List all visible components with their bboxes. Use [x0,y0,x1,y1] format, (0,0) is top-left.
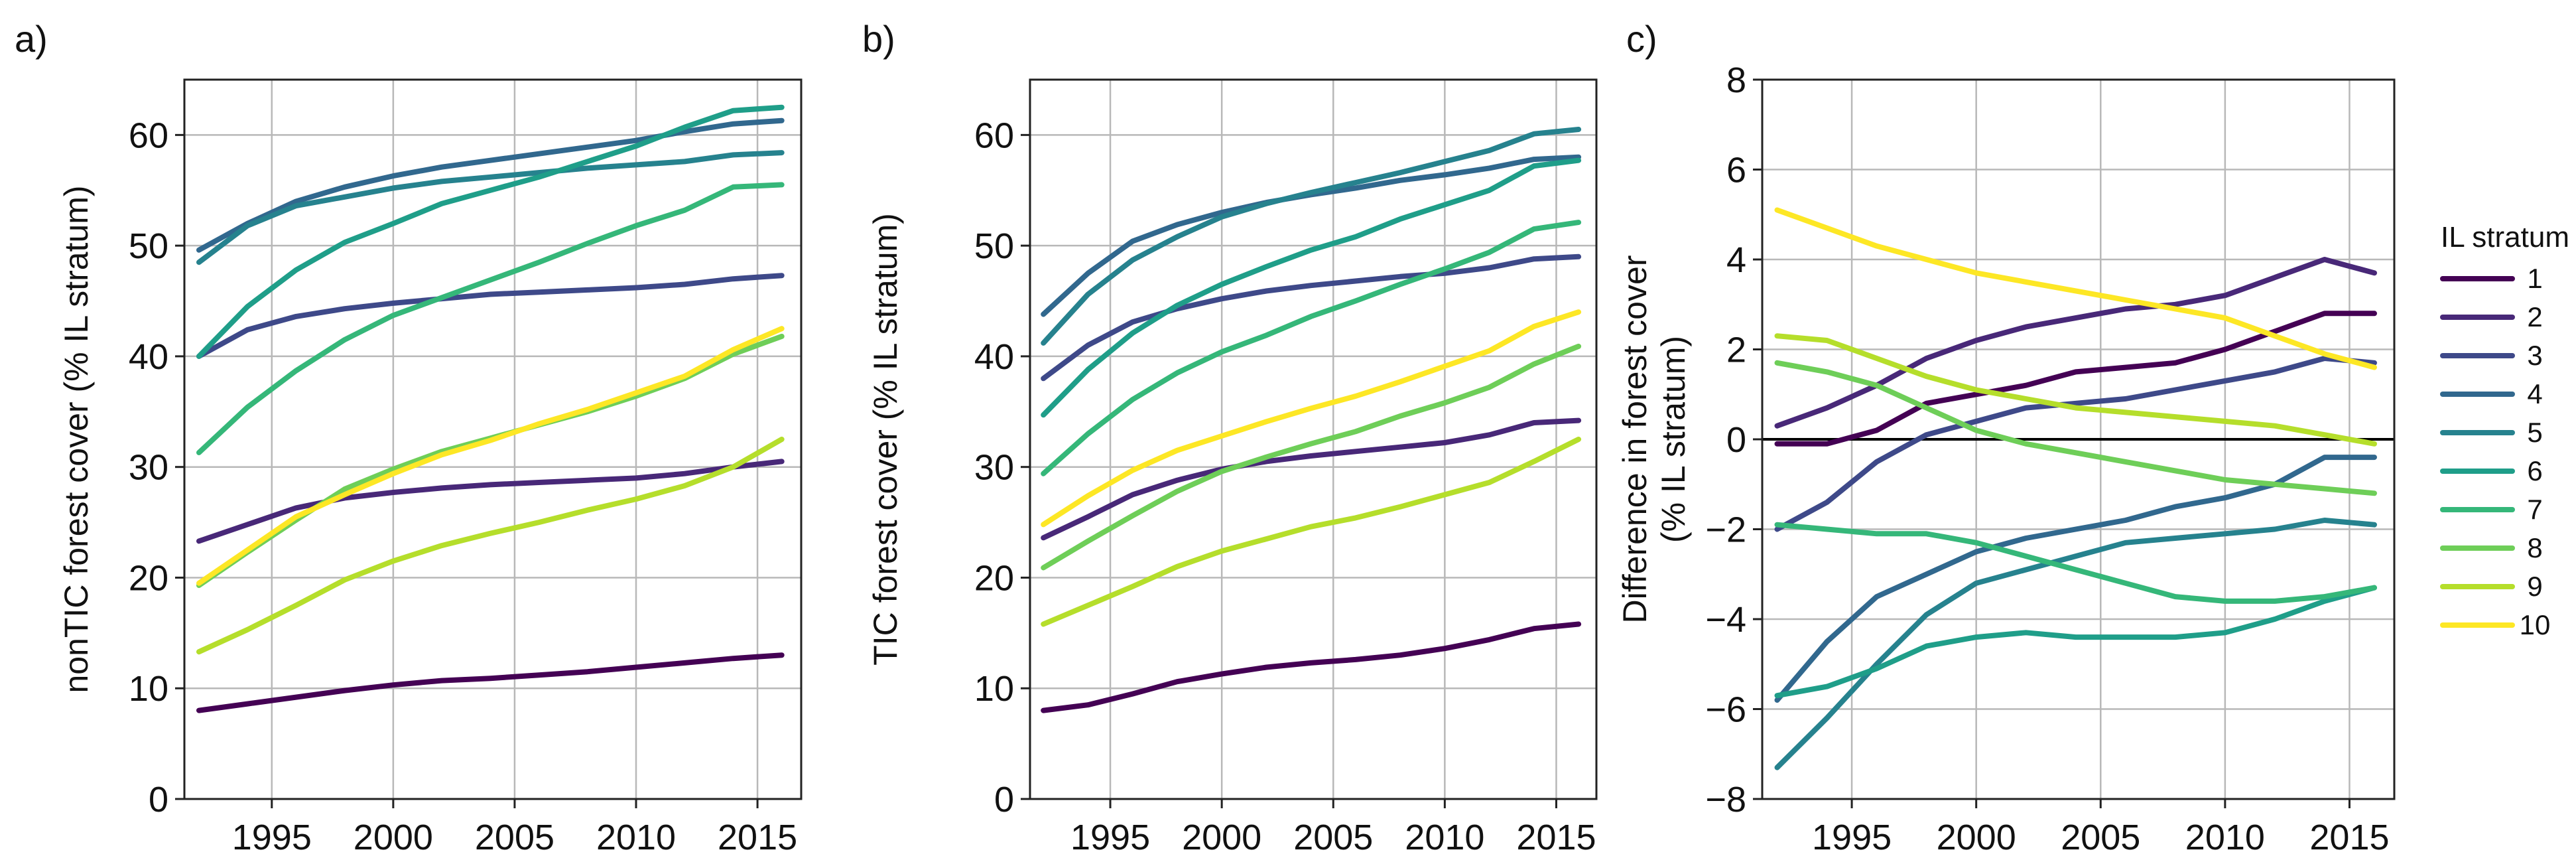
y-tick-label: 0 [149,780,168,820]
y-tick-label: −2 [1705,510,1746,550]
x-tick-label: 2000 [354,818,433,857]
y-tick-label: 0 [994,780,1014,820]
chart-panel-1: 1995 2000 2005 2010 2015 0 10 20 30 40 50 60 a) nonTI… [15,18,803,857]
series-line-2 [196,459,785,544]
y-tick-label: 4 [1726,240,1746,280]
legend-label-3: 3 [2527,340,2542,371]
y-axis-label: Difference in forest cover(% IL stratum) [1616,255,1692,624]
y-tick-label: 10 [129,669,168,709]
y-tick-label: 60 [129,115,168,155]
series-line-6 [1041,157,1582,418]
series-line-5 [1041,127,1582,346]
series-line-9 [196,437,785,655]
x-tick-label: 2015 [1516,818,1596,857]
x-tick-label: 2010 [596,818,676,857]
x-tick-label: 2015 [718,818,797,857]
y-tick-label: 30 [129,448,168,488]
x-tick-label: 2005 [2061,818,2140,857]
series-line-2 [1041,417,1582,541]
panel-label: c) [1626,18,1657,60]
series-line-1 [196,652,785,713]
y-tick-label: 6 [1726,151,1746,190]
y-tick-label: 20 [129,558,168,598]
series-line-4 [1774,455,2377,703]
legend-label-7: 7 [2527,494,2542,525]
legend-label-10: 10 [2520,609,2551,640]
series-line-6 [196,104,785,359]
series-line-6 [1774,585,2377,699]
x-tick-label: 2010 [1405,818,1484,857]
chart-panel-2: 1995 2000 2005 2010 2015 0 10 20 30 40 50 60 b) TIC f… [862,18,1598,857]
y-tick-label: 40 [129,337,168,377]
y-tick-label: 50 [129,226,168,266]
x-tick-label: 2005 [1293,818,1373,857]
y-tick-label: 0 [1726,420,1746,460]
series-line-8 [1774,360,2377,496]
series-line-10 [196,326,785,586]
series-line-9 [1041,437,1582,627]
series-line-5 [196,150,785,265]
y-tick-label: 2 [1726,330,1746,370]
x-tick-label: 2000 [1182,818,1261,857]
y-tick-label: −6 [1705,690,1746,730]
x-tick-label: 1995 [232,818,312,857]
y-tick-label: 8 [1726,60,1746,100]
y-tick-label: −8 [1705,780,1746,820]
series-line-9 [1774,333,2377,447]
series-line-4 [1041,154,1582,317]
legend-label-8: 8 [2527,532,2542,563]
axes-frame [1029,78,1598,800]
x-tick-label: 1995 [1070,818,1150,857]
legend-label-2: 2 [2527,301,2542,332]
axes-frame [183,78,803,800]
legend-label-5: 5 [2527,417,2542,448]
y-tick-label: 50 [974,226,1014,266]
series-line-5 [1774,518,2377,770]
series-line-8 [1041,343,1582,571]
legend: IL stratum 1 2 3 4 5 6 7 8 9 10 [2440,221,2569,640]
series-line-7 [196,182,785,455]
panel-label: b) [862,18,895,60]
legend-label-9: 9 [2527,571,2542,602]
y-tick-label: 20 [974,558,1014,598]
series-line-4 [196,117,785,253]
y-tick-label: 30 [974,448,1014,488]
x-tick-label: 2005 [475,818,554,857]
series-line-10 [1774,207,2377,370]
x-tick-label: 1995 [1812,818,1892,857]
y-axis-label: TIC forest cover (% IL stratum) [867,213,904,666]
legend-label-1: 1 [2527,263,2542,294]
legend-label-6: 6 [2527,455,2542,486]
panel-label: a) [15,18,48,60]
x-tick-label: 2010 [2185,818,2265,857]
series-line-10 [1041,309,1582,528]
series-line-3 [1041,253,1582,382]
series-line-7 [1041,220,1582,476]
y-tick-label: −4 [1705,600,1746,640]
legend-label-4: 4 [2527,378,2542,409]
series-line-3 [196,273,785,359]
y-tick-label: 10 [974,669,1014,709]
y-tick-label: 40 [974,337,1014,377]
series-line-1 [1041,621,1582,713]
x-tick-label: 2015 [2309,818,2389,857]
y-axis-label: nonTIC forest cover (% IL stratum) [58,185,95,693]
x-tick-label: 2000 [1937,818,2016,857]
series-line-3 [1774,356,2377,532]
y-tick-label: 60 [974,115,1014,155]
series-line-7 [1774,522,2377,604]
chart-panel-3: 1995 2000 2005 2010 2015 −8 −6 −4 −2 0 2 4 6 8 c) Diffe… [1616,18,2569,857]
series-line-1 [1774,311,2377,447]
legend-title: IL stratum [2441,221,2569,253]
